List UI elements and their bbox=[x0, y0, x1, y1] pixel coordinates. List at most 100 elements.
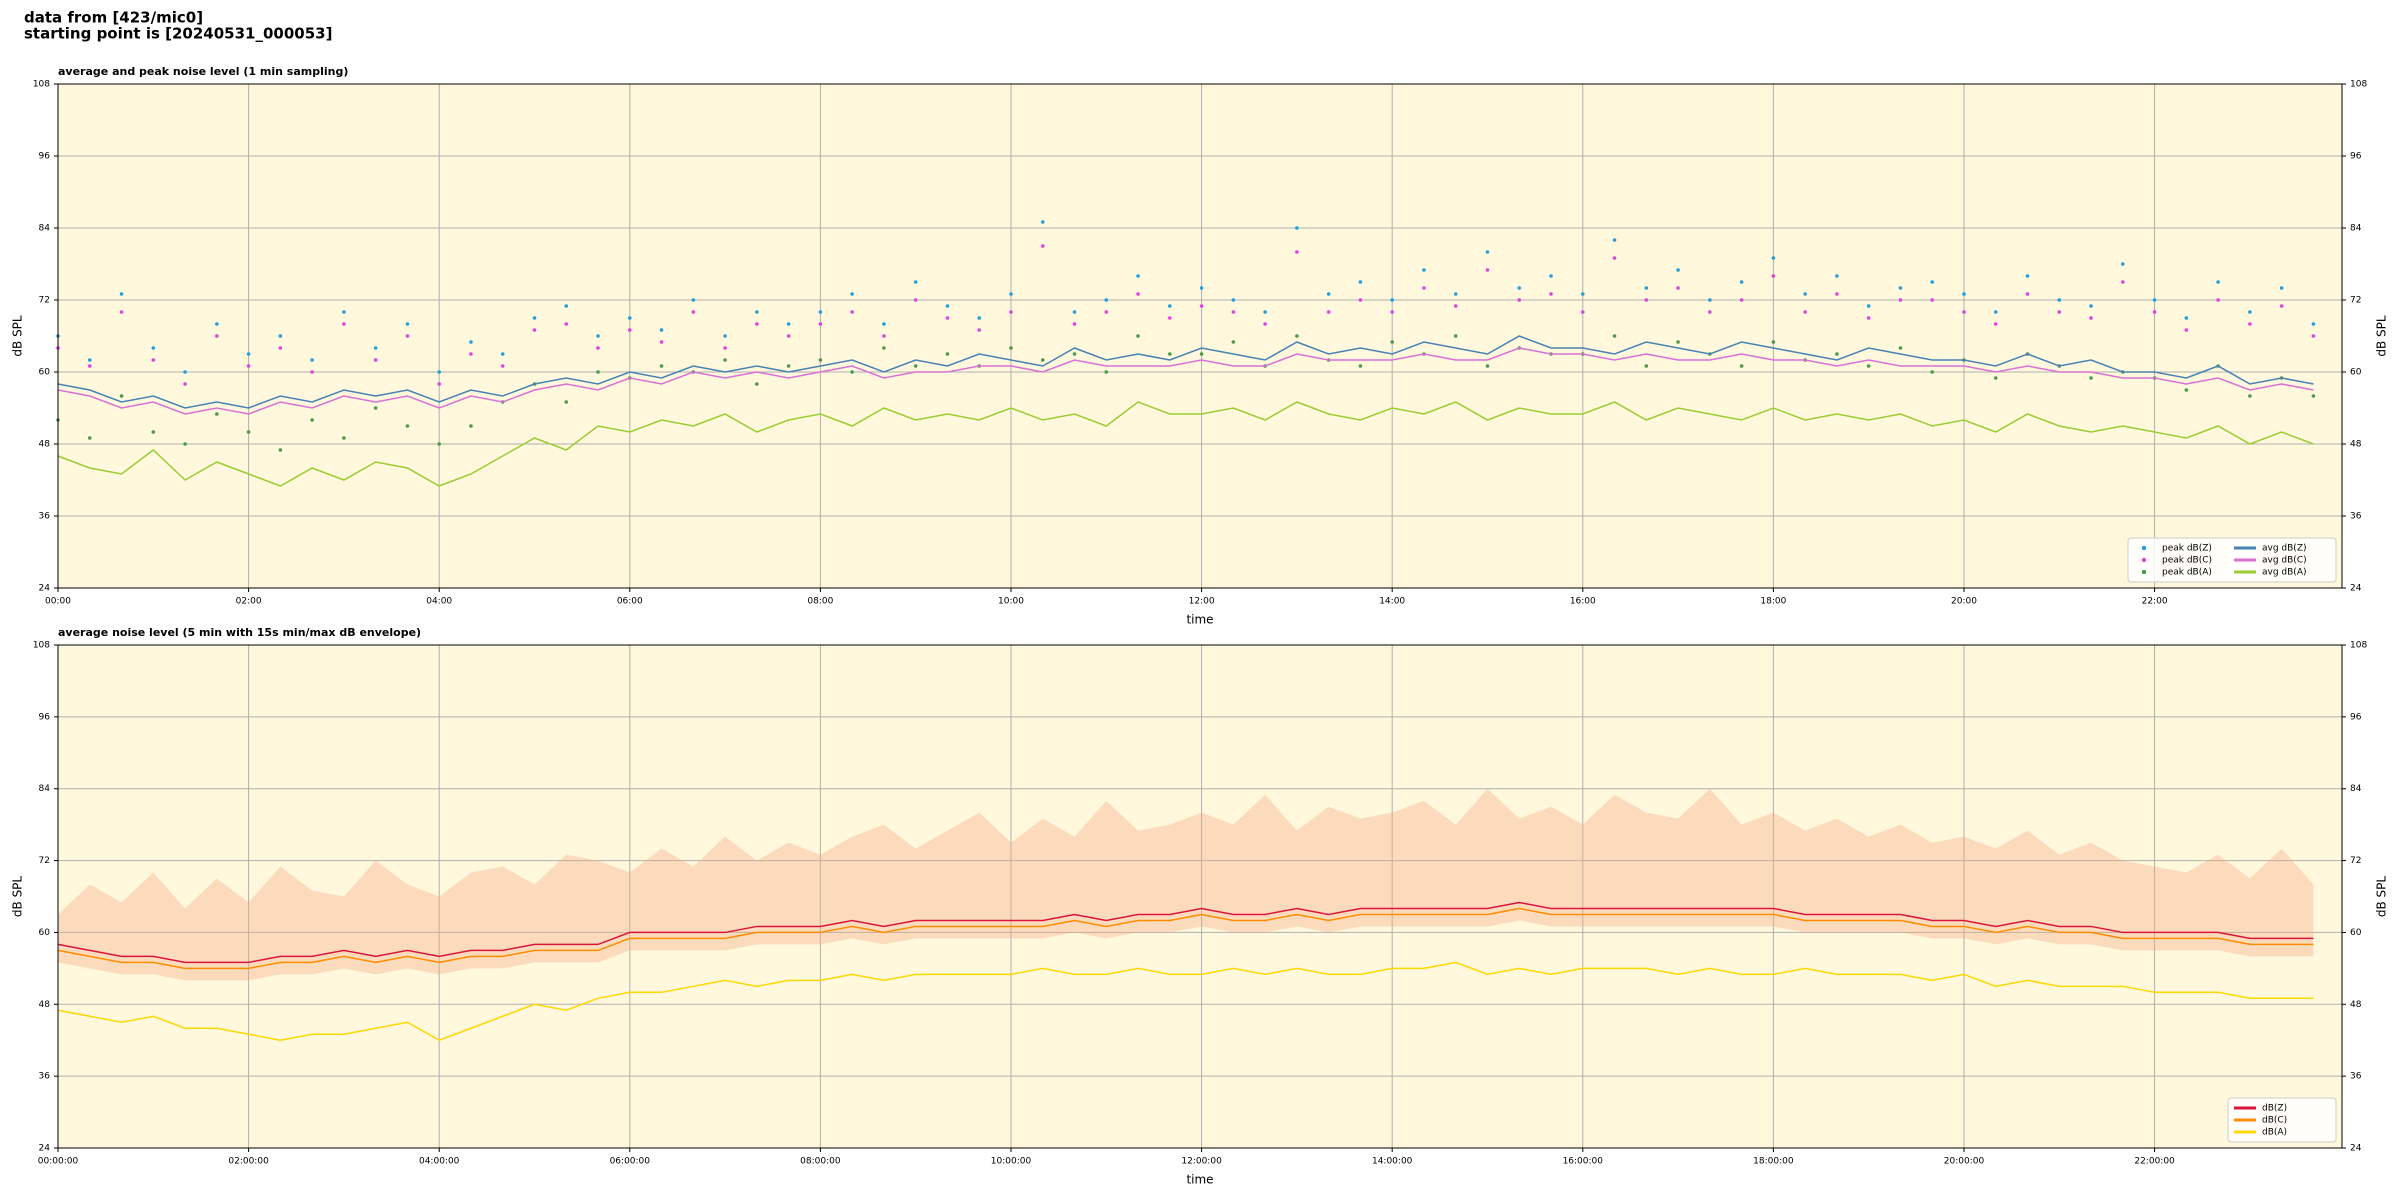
peak-point bbox=[659, 364, 664, 368]
x-tick-label: 14:00:00 bbox=[1372, 1157, 1413, 1167]
peak-point bbox=[246, 430, 251, 434]
y-tick-label: 24 bbox=[39, 1144, 51, 1154]
legend-label: avg dB(A) bbox=[2262, 568, 2306, 578]
y-tick-label: 108 bbox=[33, 641, 50, 651]
peak-point bbox=[1517, 286, 1522, 290]
y-tick-label: 48 bbox=[39, 1000, 51, 1010]
y-tick-label: 60 bbox=[2350, 928, 2362, 938]
peak-point bbox=[1009, 292, 1013, 296]
x-tick-label: 18:00:00 bbox=[1753, 1157, 1794, 1167]
peak-point bbox=[246, 364, 251, 368]
peak-point bbox=[2184, 328, 2189, 332]
legend-box bbox=[2127, 537, 2337, 583]
x-tick-label: 10:00 bbox=[998, 597, 1024, 607]
peak-point bbox=[1263, 322, 1267, 326]
peak-point bbox=[437, 442, 441, 446]
peak-point bbox=[755, 382, 759, 386]
y-tick-label: 24 bbox=[2350, 1144, 2362, 1154]
legend-label: dB(A) bbox=[2262, 1128, 2287, 1138]
peak-point bbox=[1104, 298, 1109, 302]
peak-point bbox=[1040, 358, 1045, 362]
peak-point bbox=[278, 448, 283, 452]
legend-label: peak dB(A) bbox=[2162, 568, 2212, 578]
peak-point bbox=[1580, 292, 1585, 296]
peak-point bbox=[2152, 310, 2157, 314]
peak-point bbox=[2025, 292, 2030, 296]
y-tick-label: 48 bbox=[39, 440, 51, 450]
peak-point bbox=[913, 298, 918, 302]
legend-label: avg dB(C) bbox=[2262, 556, 2307, 566]
peak-point bbox=[437, 370, 441, 374]
peak-point bbox=[1485, 250, 1490, 254]
peak-point bbox=[2279, 304, 2284, 308]
peak-point bbox=[2311, 394, 2316, 398]
peak-point bbox=[1644, 364, 1649, 368]
y-tick-label: 72 bbox=[39, 856, 50, 866]
x-tick-label: 04:00:00 bbox=[419, 1157, 460, 1167]
y-tick-label: 84 bbox=[39, 224, 51, 234]
peak-point bbox=[564, 304, 569, 308]
peak-point bbox=[1422, 268, 1426, 272]
peak-point bbox=[2279, 286, 2284, 290]
legend-label: dB(C) bbox=[2262, 1116, 2287, 1126]
peak-point bbox=[469, 424, 473, 428]
peak-point bbox=[183, 382, 187, 386]
y-tick-label: 72 bbox=[39, 296, 50, 306]
x-tick-label: 06:00 bbox=[617, 597, 643, 607]
series-line bbox=[57, 335, 2314, 409]
peak-point bbox=[87, 358, 92, 362]
peak-point bbox=[1517, 298, 1522, 302]
peak-point bbox=[723, 346, 727, 350]
peak-point bbox=[755, 322, 759, 326]
legend-marker bbox=[2141, 557, 2147, 563]
peak-point bbox=[310, 370, 314, 374]
peak-point bbox=[1295, 226, 1299, 230]
peak-point bbox=[151, 430, 156, 434]
y-tick-label: 36 bbox=[2350, 512, 2362, 522]
y-tick-label: 84 bbox=[39, 784, 51, 794]
plot-background bbox=[58, 645, 2342, 1148]
peak-point bbox=[215, 334, 219, 338]
peak-point bbox=[1295, 334, 1299, 338]
peak-point bbox=[786, 364, 791, 368]
y-tick-label: 96 bbox=[2350, 152, 2362, 162]
peak-point bbox=[373, 406, 378, 410]
peak-point bbox=[1168, 352, 1172, 356]
peak-point bbox=[1263, 310, 1267, 314]
peak-point bbox=[1898, 298, 1903, 302]
peak-point bbox=[1708, 310, 1712, 314]
peak-point bbox=[2089, 304, 2093, 308]
series-line bbox=[57, 907, 2314, 970]
x-tick-label: 02:00:00 bbox=[228, 1157, 269, 1167]
y-tick-label: 36 bbox=[2350, 1072, 2362, 1082]
plot-background bbox=[58, 84, 2342, 588]
peak-point bbox=[1739, 364, 1744, 368]
peak-point bbox=[87, 364, 92, 368]
peak-point bbox=[310, 418, 314, 422]
x-tick-label: 08:00:00 bbox=[800, 1157, 841, 1167]
peak-point bbox=[1040, 244, 1045, 248]
x-tick-label: 20:00:00 bbox=[1944, 1157, 1985, 1167]
peak-point bbox=[1739, 298, 1744, 302]
peak-point bbox=[500, 364, 505, 368]
peak-point bbox=[723, 358, 727, 362]
peak-point bbox=[1866, 304, 1871, 308]
x-tick-label: 08:00 bbox=[807, 597, 833, 607]
peak-point bbox=[723, 334, 727, 338]
y-tick-label: 36 bbox=[39, 512, 51, 522]
x-tick-label: 20:00 bbox=[1951, 597, 1977, 607]
peak-point bbox=[1993, 310, 1998, 314]
peak-point bbox=[310, 358, 314, 362]
peak-point bbox=[2311, 322, 2316, 326]
peak-point bbox=[1453, 334, 1458, 338]
x-tick-label: 22:00:00 bbox=[2134, 1157, 2175, 1167]
peak-point bbox=[1676, 268, 1680, 272]
peak-point bbox=[1771, 340, 1776, 344]
peak-point bbox=[882, 334, 886, 338]
peak-point bbox=[882, 322, 886, 326]
peak-point bbox=[1136, 334, 1140, 338]
peak-point bbox=[87, 436, 92, 440]
x-tick-label: 00:00 bbox=[45, 597, 71, 607]
y-axis-label: dB SPL bbox=[2375, 315, 2389, 357]
